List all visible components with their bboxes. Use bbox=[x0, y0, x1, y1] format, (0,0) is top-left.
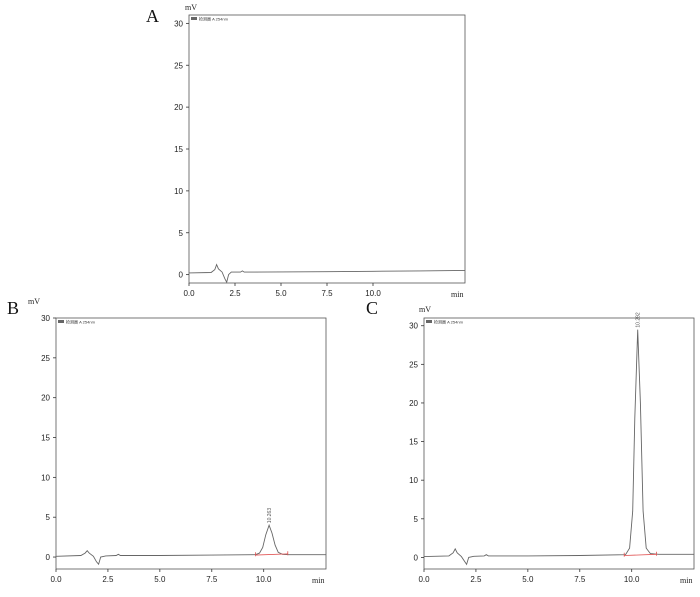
y-tick-label: 5 bbox=[179, 229, 184, 238]
plot-frame bbox=[188, 14, 466, 284]
y-axis-label: mV bbox=[28, 297, 40, 306]
x-tick-label: 10.0 bbox=[624, 575, 640, 584]
y-tick-label: 10 bbox=[409, 476, 418, 485]
y-tick-label: 10 bbox=[174, 187, 183, 196]
x-tick-label: 5.0 bbox=[154, 575, 166, 584]
y-tick-label: 30 bbox=[174, 19, 183, 28]
y-tick-label: 0 bbox=[179, 271, 184, 280]
y-tick-label: 25 bbox=[409, 360, 418, 369]
y-axis-label: mV bbox=[419, 305, 431, 314]
panel-letter-c: C bbox=[366, 298, 378, 318]
y-tick-label: 30 bbox=[409, 322, 418, 331]
x-tick-label: 10.0 bbox=[256, 575, 272, 584]
y-axis-label: mV bbox=[185, 3, 197, 12]
x-tick-label: 7.5 bbox=[206, 575, 218, 584]
x-axis-label: min bbox=[451, 290, 463, 299]
y-tick-label: 10 bbox=[41, 473, 50, 482]
y-tick-label: 20 bbox=[174, 103, 183, 112]
legend-swatch bbox=[426, 320, 432, 323]
plot-frame bbox=[55, 317, 327, 570]
legend-entry: 检测器 A 254nm bbox=[66, 319, 96, 325]
panel-letter-a: A bbox=[146, 6, 159, 26]
x-tick-label: 5.0 bbox=[275, 289, 287, 298]
y-tick-label: 15 bbox=[41, 434, 50, 443]
x-tick-label: 0.0 bbox=[183, 289, 195, 298]
series-line bbox=[55, 523, 326, 566]
x-tick-label: 10.0 bbox=[365, 289, 381, 298]
y-tick-label: 0 bbox=[46, 553, 51, 562]
legend-swatch bbox=[191, 17, 197, 20]
y-tick-label: 15 bbox=[174, 145, 183, 154]
y-tick-label: 20 bbox=[41, 394, 50, 403]
y-tick-label: 25 bbox=[41, 354, 50, 363]
y-tick-label: 0 bbox=[414, 553, 419, 562]
x-tick-label: 5.0 bbox=[522, 575, 534, 584]
integration-baseline bbox=[255, 553, 288, 556]
x-axis-label: min bbox=[680, 576, 692, 585]
chart-panel-b: B 检测器 A 254nm mV min 0 5 10 15 20 25 30 0.0 2.5 5.0 7.… bbox=[7, 297, 327, 585]
x-tick-label: 7.5 bbox=[321, 289, 333, 298]
x-tick-label: 2.5 bbox=[102, 575, 114, 584]
y-tick-label: 20 bbox=[409, 399, 418, 408]
y-tick-label: 30 bbox=[41, 314, 50, 323]
panel-letter-b: B bbox=[7, 298, 19, 318]
x-tick-label: 7.5 bbox=[574, 575, 586, 584]
x-tick-label: 2.5 bbox=[229, 289, 241, 298]
legend-entry: 检测器 A 254nm bbox=[434, 319, 464, 325]
peak-retention-label: 10.263 bbox=[267, 508, 273, 524]
x-tick-label: 2.5 bbox=[470, 575, 482, 584]
integration-baseline bbox=[624, 553, 657, 556]
peak-retention-label: 10.292 bbox=[636, 312, 642, 328]
plot-frame bbox=[423, 317, 695, 570]
series-line bbox=[423, 329, 694, 566]
y-tick-label: 15 bbox=[409, 438, 418, 447]
y-tick-label: 5 bbox=[46, 513, 51, 522]
legend-swatch bbox=[58, 320, 64, 323]
x-tick-label: 0.0 bbox=[418, 575, 430, 584]
x-axis-label: min bbox=[312, 576, 324, 585]
y-tick-label: 5 bbox=[414, 515, 419, 524]
x-tick-label: 0.0 bbox=[50, 575, 62, 584]
series-line bbox=[188, 263, 466, 284]
y-tick-label: 25 bbox=[174, 61, 183, 70]
legend-entry: 检测器 A 254nm bbox=[199, 16, 229, 22]
